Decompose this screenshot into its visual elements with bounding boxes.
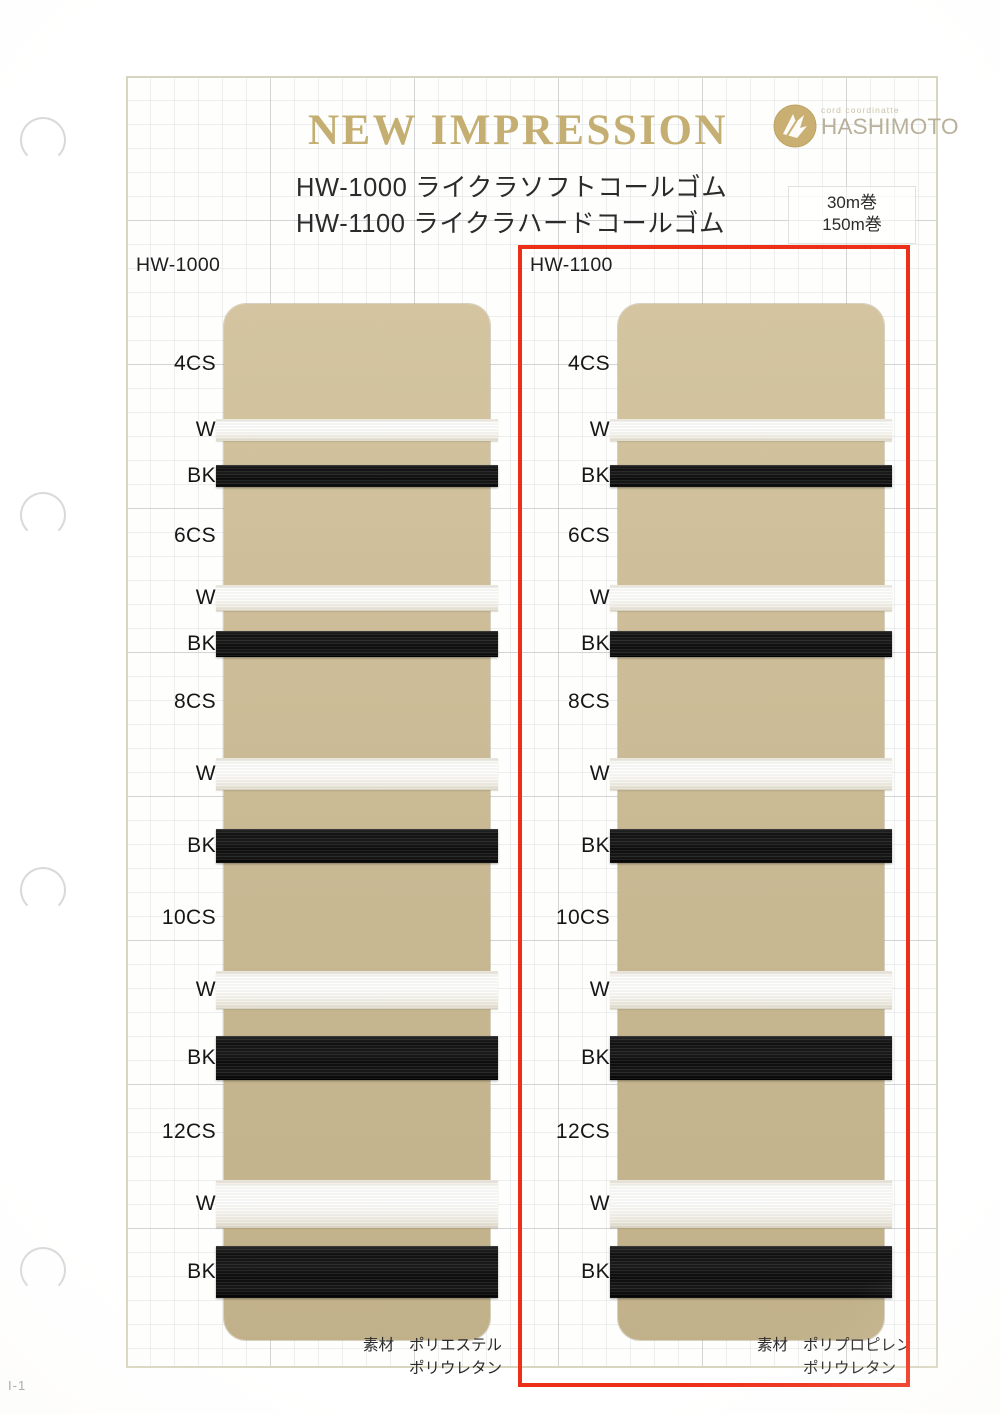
material-row-primary: 素材 ポリプロピレン [757, 1334, 912, 1357]
row-label-bk: BK [581, 464, 610, 487]
cord-band-white-1 [216, 419, 498, 441]
cord-band-black-8 [610, 829, 892, 863]
cord-band-black-5 [610, 631, 892, 657]
row-label-gutter: 4CS W BK 6CS W BK 8CS W BK 10CS W BK 12CS W BK [522, 248, 618, 1368]
material-note-hw-1000: 素材 ポリエステル ポリウレタン [363, 1334, 502, 1381]
cord-band-white-7 [216, 758, 498, 790]
row-label-gutter: 4CS W BK 6CS W BK 8CS W BK 10CS W BK 12CS W BK [128, 248, 224, 1368]
row-label-8cs: 8CS [173, 690, 216, 713]
cord-band-black-11 [610, 1036, 892, 1080]
row-label-w: W [195, 1192, 216, 1215]
cord-band-white-4 [610, 585, 892, 611]
cord-band-white-10 [216, 971, 498, 1009]
cord-band-white-7 [610, 758, 892, 790]
cord-band-white-4 [216, 585, 498, 611]
binder-hole-2 [20, 492, 66, 538]
row-label-8cs: 8CS [567, 690, 610, 713]
row-label-bk: BK [581, 834, 610, 857]
binder-hole-3 [20, 867, 66, 913]
row-label-12cs: 12CS [555, 1120, 610, 1143]
material-value-primary: ポリエステル [409, 1337, 503, 1354]
product-subtitle-soft: HW-1000 ライクラソフトコールゴム [296, 174, 728, 202]
material-note-hw-1100: 素材 ポリプロピレン ポリウレタン [757, 1334, 912, 1381]
page-title: NEW IMPRESSION [307, 107, 729, 154]
row-label-10cs: 10CS [161, 906, 216, 929]
product-subtitles: HW-1000 ライクラソフトコールゴム HW-1100 ライクラハードコールゴ… [296, 170, 776, 242]
row-label-w: W [589, 586, 610, 609]
row-label-6cs: 6CS [173, 524, 216, 547]
row-label-4cs: 4CS [567, 352, 610, 375]
page-code-label: I-1 [8, 1378, 27, 1393]
material-value-secondary: ポリウレタン [409, 1360, 503, 1378]
cord-band-white-1 [610, 419, 892, 441]
row-label-w: W [195, 762, 216, 785]
cord-band-black-14 [610, 1246, 892, 1298]
page-header: NEW IMPRESSION cord coordinatte HASHIMOT… [128, 78, 959, 244]
material-label: 素材 [363, 1337, 395, 1354]
material-value-primary: ポリプロピレン [803, 1337, 912, 1354]
row-label-w: W [589, 1192, 610, 1215]
cord-band-white-13 [610, 1180, 892, 1228]
binder-hole-4 [20, 1247, 66, 1293]
row-label-w: W [589, 762, 610, 785]
brand-name: HASHIMOTO [821, 113, 959, 139]
row-label-bk: BK [581, 632, 610, 655]
brand-logo: cord coordinatte HASHIMOTO [773, 102, 959, 160]
brand-logo-text: cord coordinatte HASHIMOTO [821, 106, 959, 139]
roll-length-box: 30m巻 150m巻 [788, 186, 916, 244]
cord-band-black-14 [216, 1246, 498, 1298]
sample-column-hw-1000: HW-1000 4CS W BK 6CS W BK 8CS W BK 10CS W BK 12CS W BK [128, 248, 510, 1368]
material-row-secondary: ポリウレタン [363, 1357, 502, 1380]
row-label-6cs: 6CS [567, 524, 610, 547]
row-label-4cs: 4CS [173, 352, 216, 375]
hashimoto-emblem-icon [773, 104, 817, 148]
row-label-bk: BK [581, 1260, 610, 1283]
cord-band-black-5 [216, 631, 498, 657]
cord-band-black-8 [216, 829, 498, 863]
row-label-bk: BK [187, 1260, 216, 1283]
row-label-w: W [195, 978, 216, 1001]
roll-length-150m: 150m巻 [822, 215, 882, 235]
row-label-w: W [589, 418, 610, 441]
cord-band-white-10 [610, 971, 892, 1009]
row-label-bk: BK [581, 1046, 610, 1069]
row-label-w: W [195, 418, 216, 441]
cord-band-black-2 [610, 465, 892, 487]
roll-length-30m: 30m巻 [826, 193, 878, 212]
cord-band-white-13 [216, 1180, 498, 1228]
row-label-w: W [195, 586, 216, 609]
binder-hole-1 [20, 117, 66, 163]
material-label: 素材 [757, 1337, 789, 1354]
sample-column-hw-1100: HW-1100 4CS W BK 6CS W BK 8CS W BK 10CS W BK 12CS W BK [522, 248, 904, 1368]
row-label-bk: BK [187, 464, 216, 487]
product-subtitle-hard: HW-1100 ライクラハードコールゴム [296, 210, 726, 239]
cord-band-black-11 [216, 1036, 498, 1080]
row-label-bk: BK [187, 632, 216, 655]
cord-band-black-2 [216, 465, 498, 487]
row-label-bk: BK [187, 834, 216, 857]
row-label-w: W [589, 978, 610, 1001]
row-label-bk: BK [187, 1046, 216, 1069]
material-value-secondary: ポリウレタン [803, 1360, 897, 1378]
row-label-10cs: 10CS [555, 906, 610, 929]
material-row-primary: 素材 ポリエステル [363, 1334, 502, 1357]
material-row-secondary: ポリウレタン [757, 1357, 912, 1380]
row-label-12cs: 12CS [161, 1120, 216, 1143]
